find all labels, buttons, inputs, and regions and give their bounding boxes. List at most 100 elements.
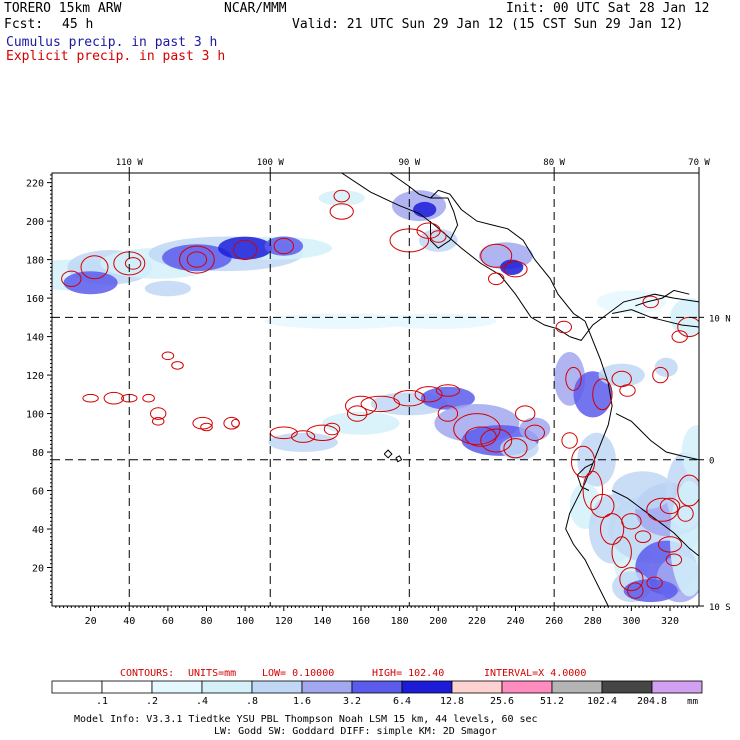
colorbar-unit: mm (687, 697, 698, 707)
explicit-contour (151, 417, 165, 426)
explicit-contour (329, 203, 354, 220)
explicit-contour (480, 428, 513, 453)
colorbar-label: 1.6 (293, 696, 311, 707)
precip-cell (500, 259, 524, 275)
forecast-hours: 45 h (62, 17, 94, 32)
precip-cell (318, 190, 365, 206)
precip-cell (670, 480, 699, 597)
explicit-contour (82, 393, 99, 403)
precip-cell (63, 271, 118, 295)
axis-ticks (47, 167, 704, 611)
coastlines (341, 173, 699, 606)
coastline (341, 173, 570, 338)
x-tick-label: 240 (506, 616, 524, 627)
colorbar-swatch (51, 680, 103, 694)
explicit-contour (671, 330, 688, 343)
x-tick-label: 60 (162, 616, 174, 627)
x-tick-label: 100 (236, 616, 254, 627)
x-tick-label: 80 (200, 616, 212, 627)
y-tick-label: 120 (26, 371, 44, 382)
lon-label: 110 W (116, 158, 144, 168)
explicit-contour (642, 295, 659, 309)
coastline (569, 293, 699, 341)
explicit-contour (333, 189, 350, 203)
colorbar-label: .4 (196, 696, 208, 707)
model-info: Model Info: V3.3.1 Tiedtke YSU PBL Thomp… (74, 714, 538, 725)
axis-labels: 20 40 60 80 100 120 140 160 180 200 220 240 260 280 30… (26, 158, 731, 627)
y-tick-label: 160 (26, 294, 44, 305)
precip-cell (264, 236, 304, 256)
precip-cell (623, 579, 678, 603)
explicit-contour (659, 497, 681, 515)
coastline (395, 455, 403, 463)
explicit-contour (186, 251, 208, 268)
explicit-contour (231, 418, 240, 428)
explicit-contour (646, 576, 663, 590)
x-tick-label: 120 (275, 616, 293, 627)
contours-units: UNITS=mm (188, 668, 237, 679)
plot-frame (51, 172, 700, 607)
explicit-contour (273, 237, 294, 255)
coastline (565, 321, 613, 606)
init-time: Init: 00 UTC Sat 28 Jan 12 (506, 1, 710, 16)
y-tick-label: 140 (26, 333, 44, 344)
explicit-contour (561, 432, 578, 449)
y-tick-label: 20 (32, 564, 44, 575)
explicit-contour (665, 553, 683, 567)
colorbar-swatch (301, 680, 353, 694)
precip-cell (500, 436, 539, 460)
y-tick-label: 200 (26, 217, 44, 228)
x-tick-label: 180 (391, 616, 409, 627)
x-tick-label: 280 (584, 616, 602, 627)
explicit-contour (677, 505, 694, 522)
x-tick-label: 20 (85, 616, 97, 627)
colorbar-swatch (101, 680, 153, 694)
coastline (389, 173, 586, 322)
explicit-contour (582, 470, 603, 511)
colorbar-swatch (201, 680, 253, 694)
precip-cell (322, 411, 400, 435)
colorbar-label: .1 (96, 696, 108, 707)
explicit-contour (503, 261, 528, 278)
precip-cell (681, 425, 699, 479)
explicit-contour (565, 366, 582, 391)
explicit-contour (524, 424, 545, 441)
precip-cell (419, 228, 458, 252)
explicit-legend: Explicit precip. in past 3 h (6, 49, 226, 64)
contours-high: HIGH= 102.40 (372, 668, 445, 679)
explicit-contour (323, 422, 341, 436)
explicit-contour (61, 270, 82, 287)
explicit-contours (61, 189, 699, 599)
explicit-contour (619, 567, 644, 592)
explicit-contour (142, 393, 155, 403)
explicit-contour (590, 493, 615, 518)
colorbar-swatch (601, 680, 653, 694)
colorbar-label: 3.2 (343, 696, 361, 707)
x-tick-label: 300 (622, 616, 640, 627)
coastline (383, 449, 393, 459)
colorbar-label: 6.4 (393, 696, 411, 707)
explicit-contour (291, 430, 316, 443)
lon-label: 80 W (543, 158, 565, 168)
explicit-contour (124, 257, 142, 270)
explicit-contour (171, 361, 184, 370)
y-tick-label: 60 (32, 487, 44, 498)
precip-cell (380, 313, 497, 329)
explicit-contour (161, 351, 175, 361)
x-tick-label: 160 (352, 616, 370, 627)
colorbar-swatch (651, 680, 703, 694)
explicit-contour (600, 513, 625, 545)
explicit-contour (430, 230, 447, 243)
model-name: TORERO 15km ARW (4, 1, 122, 16)
lat-label: 0 (709, 457, 714, 467)
precip-cell (598, 363, 645, 387)
explicit-contour (611, 536, 632, 568)
explicit-contour (269, 426, 298, 440)
colorbar-label: .8 (246, 696, 258, 707)
contours-interval: INTERVAL=X 4.0000 (484, 668, 587, 679)
precip-cell (162, 244, 232, 272)
colorbar-swatch (501, 680, 553, 694)
lon-label: 90 W (398, 158, 420, 168)
physics-info: LW: Godd SW: Goddard DIFF: simple KM: 2D… (214, 726, 497, 737)
colorbar-label: 25.6 (490, 696, 514, 707)
